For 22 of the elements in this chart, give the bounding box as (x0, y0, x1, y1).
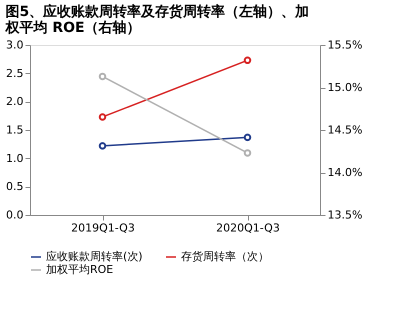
y2-tick-label: 14.5% (328, 124, 362, 136)
point (98, 113, 106, 121)
point (244, 134, 252, 142)
y2-tick-label: 15.0% (328, 81, 362, 94)
y-tick-label: 2.0 (6, 95, 24, 108)
y-tick-label: 3.0 (6, 38, 24, 52)
y-tick-label: 1.0 (6, 152, 24, 165)
y2-tick-label: 14.0% (328, 166, 362, 179)
legend-label: 加权平均ROE (46, 263, 114, 276)
y2-tick-label: 15.5% (328, 38, 362, 52)
y2-tick-label: 13.5% (328, 208, 362, 222)
legend-label: 应收账款周转率(次) (46, 250, 143, 263)
y-tick-label: 0.0 (6, 208, 24, 222)
y-tick-label: 1.5 (6, 124, 24, 136)
x-tick-label: 2020Q1-Q3 (216, 222, 280, 234)
chart-title: 图5、应收账款周转率及存货周转率（左轴）、加权平均 ROE（右轴） (4, 3, 310, 36)
y-tick-label: 2.5 (6, 66, 24, 80)
y-tick-label: 0.5 (6, 180, 24, 194)
point (244, 56, 252, 64)
x-tick-label: 2019Q1-Q3 (71, 222, 135, 234)
point (98, 142, 106, 150)
legend-label: 存货周转率（次） (181, 250, 269, 263)
